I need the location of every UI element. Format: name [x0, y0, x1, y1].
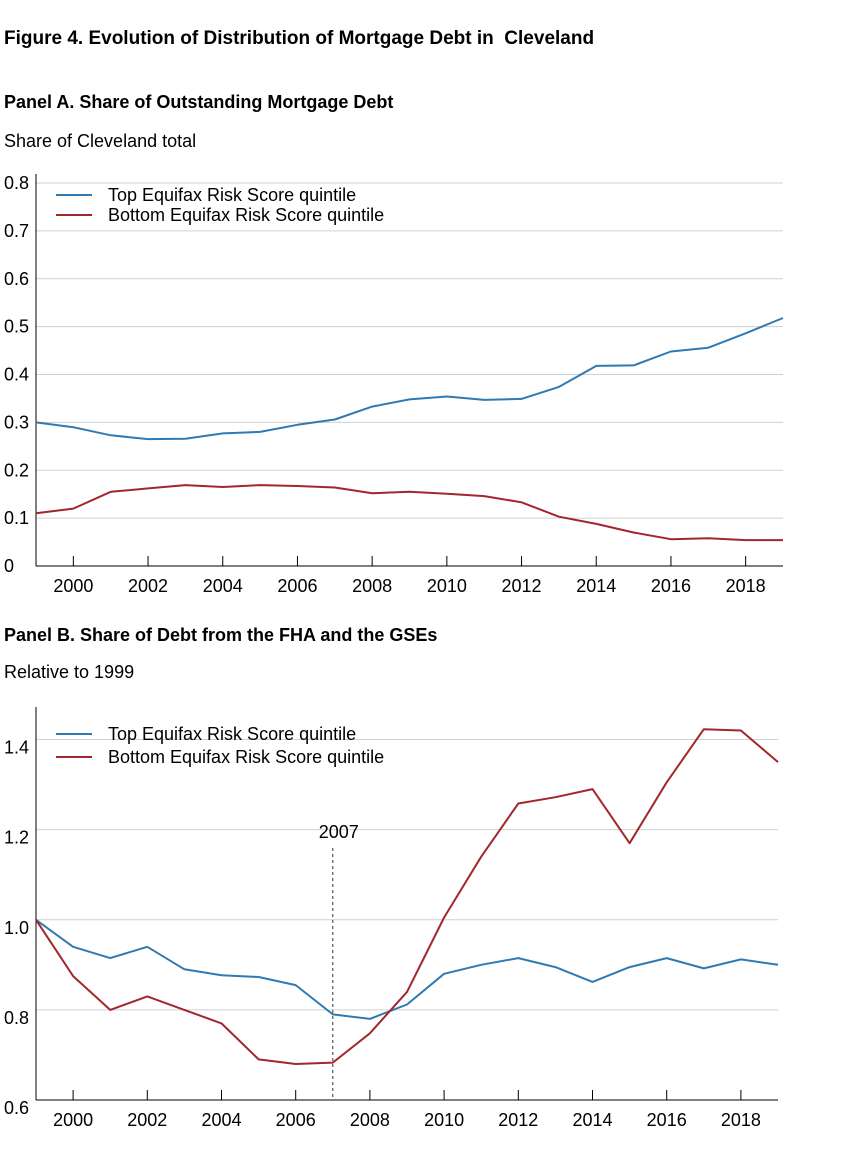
panel-a-x-tick-label: 2004 [203, 576, 243, 596]
panel-b-y-tick-label: 0.6 [4, 1098, 29, 1118]
panel-a-x-tick-label: 2018 [726, 576, 766, 596]
panel-a-x-tick-label: 2002 [128, 576, 168, 596]
panel-a-x-tick-label: 2014 [576, 576, 616, 596]
panel-b-x-tick-label: 2012 [498, 1110, 538, 1130]
panel-b-y-tick-label: 1.0 [4, 918, 29, 938]
panel-b-series-line-top-quintile [35, 918, 779, 1020]
panel-b-x-tick-label: 2000 [53, 1110, 93, 1130]
panel-a-x-tick-label: 2012 [502, 576, 542, 596]
panel-a-legend-label: Top Equifax Risk Score quintile [108, 185, 356, 205]
panel-a-y-tick-label: 0.1 [4, 508, 29, 528]
panel-a-y-tick-label: 0.5 [4, 317, 29, 337]
panel-b-y-tick-label: 0.8 [4, 1008, 29, 1028]
panel-a-y-tick-label: 0 [4, 556, 14, 576]
panel-a-x-tick-label: 2010 [427, 576, 467, 596]
panel-b-series-line-bottom-quintile [35, 728, 779, 1065]
panel-b-x-tick-label: 2018 [721, 1110, 761, 1130]
panel-b-x-tick-label: 2010 [424, 1110, 464, 1130]
panel-a-y-tick-label: 0.6 [4, 269, 29, 289]
panel-b-y-unit-label: Relative to 1999 [4, 662, 135, 682]
panel-a-y-tick-label: 0.8 [4, 173, 29, 193]
panel-b-title: Panel B. Share of Debt from the FHA and … [4, 625, 438, 645]
panel-b-annotation-label: 2007 [319, 822, 359, 842]
panel-a-series-line-bottom-quintile [35, 484, 783, 542]
panel-b-x-tick-label: 2016 [647, 1110, 687, 1130]
panel-b-x-tick-label: 2006 [276, 1110, 316, 1130]
panel-a-x-tick-label: 2006 [277, 576, 317, 596]
panel-a-chart: 0 0.1 0.2 0.3 0.4 0.5 0.6 0.7 0.8 2000 2002 2004 200… [4, 173, 784, 596]
panel-b-legend-label: Top Equifax Risk Score quintile [108, 724, 356, 744]
panel-a-x-tick-label: 2008 [352, 576, 392, 596]
panel-b-x-tick-label: 2008 [350, 1110, 390, 1130]
panel-a-legend-label: Bottom Equifax Risk Score quintile [108, 205, 384, 225]
figure-title: Figure 4. Evolution of Distribution of M… [4, 28, 595, 49]
panel-a-y-tick-label: 0.7 [4, 221, 29, 241]
panel-b-x-tick-label: 2002 [127, 1110, 167, 1130]
panel-a-x-tick-label: 2000 [53, 576, 93, 596]
panel-b-x-tick-label: 2004 [201, 1110, 241, 1130]
panel-a-y-tick-label: 0.4 [4, 365, 29, 385]
panel-a-title: Panel A. Share of Outstanding Mortgage D… [4, 92, 394, 112]
panel-a-y-tick-label: 0.3 [4, 412, 29, 432]
panel-b-y-tick-label: 1.2 [4, 828, 29, 848]
panel-b-legend-label: Bottom Equifax Risk Score quintile [108, 747, 384, 767]
panel-a-x-tick-label: 2016 [651, 576, 691, 596]
panel-a-y-unit-label: Share of Cleveland total [4, 131, 197, 151]
panel-b-y-tick-label: 1.4 [4, 738, 29, 758]
panel-b-x-tick-label: 2014 [572, 1110, 612, 1130]
panel-a-y-tick-label: 0.2 [4, 460, 29, 480]
panel-a-series-line-top-quintile [35, 317, 784, 441]
